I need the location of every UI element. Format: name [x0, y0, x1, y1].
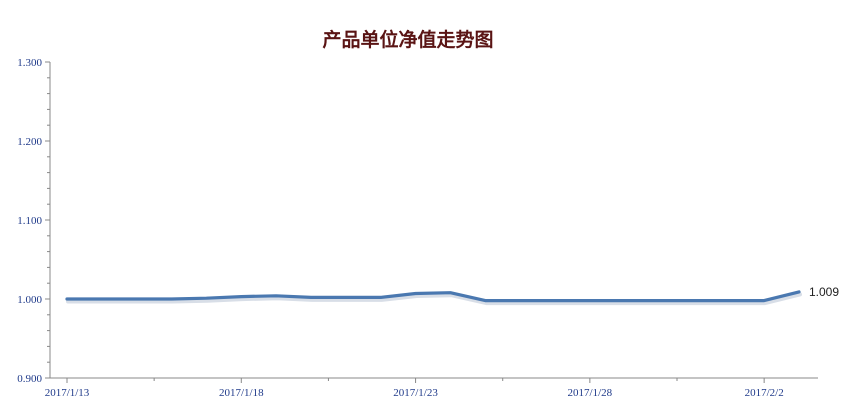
x-axis: 2017/1/13 2017/1/18 2017/1/23 2017/1/28 2017…: [45, 377, 818, 399]
y-tick-label: 1.200: [17, 136, 42, 148]
series-line: [65, 290, 801, 303]
x-tick-label: 2017/1/18: [219, 387, 264, 399]
series-layer: [65, 290, 802, 306]
x-tick-label: 2017/2/2: [745, 387, 784, 399]
last-value-label: 1.009: [809, 285, 839, 299]
y-tick-label: 1.000: [17, 294, 42, 306]
y-tick-label: 1.100: [17, 215, 42, 227]
x-tick-label: 2017/1/23: [393, 387, 438, 399]
x-tick-label: 2017/1/28: [568, 387, 613, 399]
x-tick-label: 2017/1/13: [45, 387, 90, 399]
y-tick-label: 0.900: [17, 373, 42, 385]
chart-title: 产品单位净值走势图: [322, 28, 493, 51]
y-axis: 0.900 1.000 1.100 1.200 1.300: [17, 57, 51, 385]
y-tick-label: 1.300: [17, 57, 42, 69]
series-line-shadow: [66, 292, 802, 306]
